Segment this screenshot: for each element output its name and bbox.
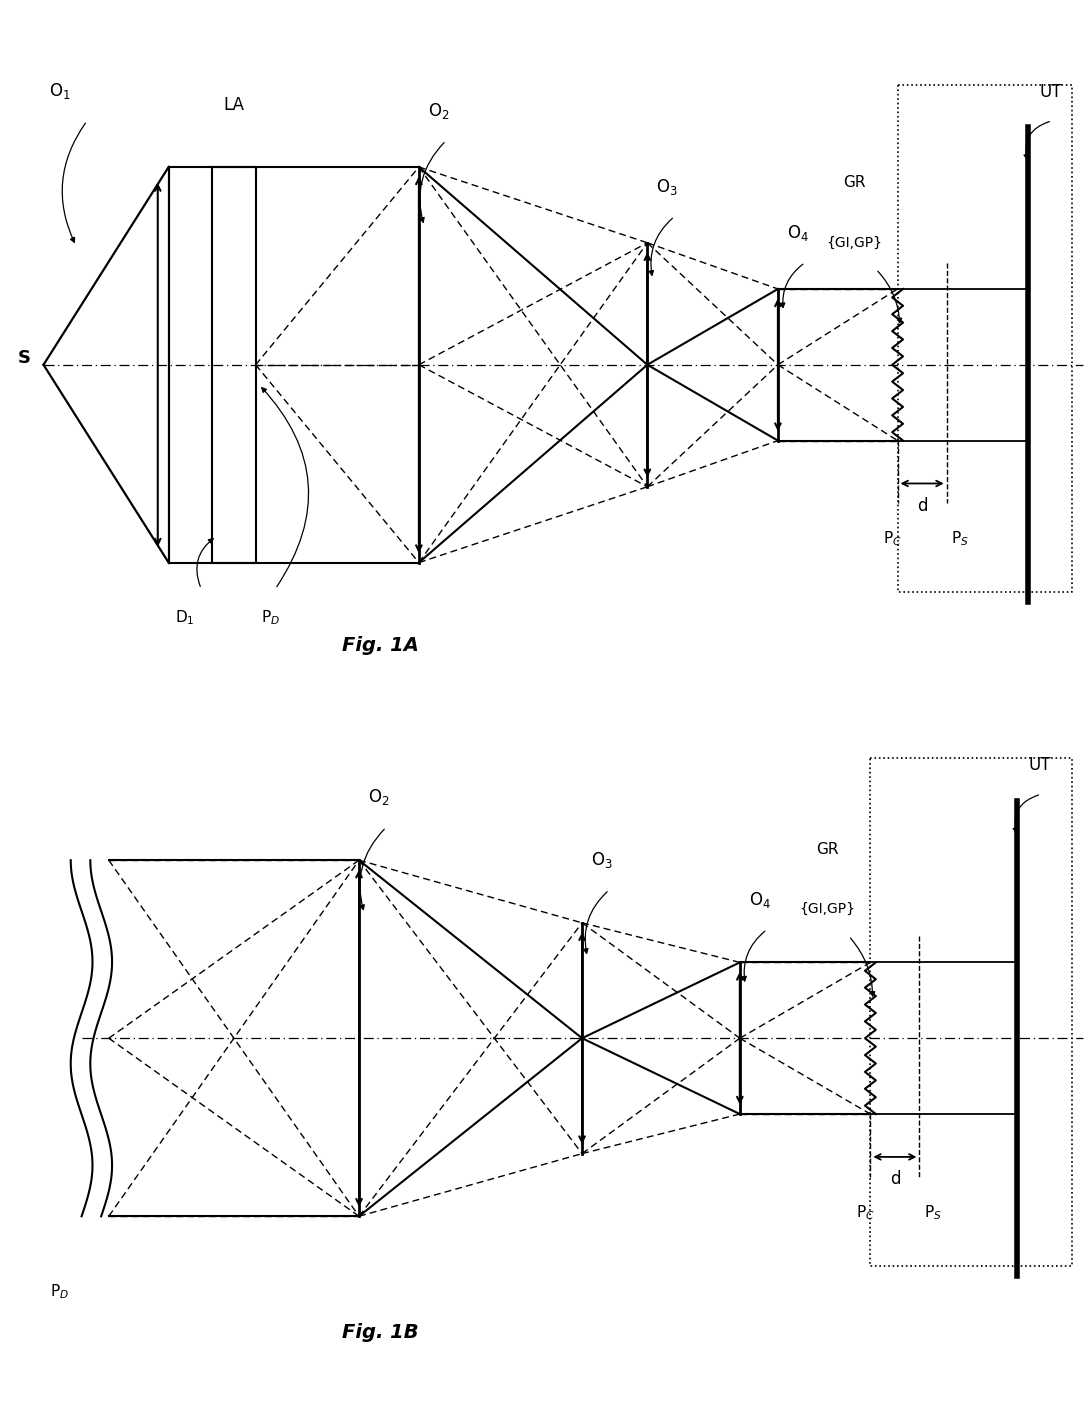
Text: P$_D$: P$_D$	[261, 609, 280, 627]
Text: {GI,GP}: {GI,GP}	[799, 902, 855, 916]
Text: S: S	[17, 349, 30, 368]
Text: d: d	[890, 1170, 900, 1188]
Text: P$_S$: P$_S$	[951, 530, 968, 549]
Text: O$_2$: O$_2$	[368, 787, 390, 808]
Text: O$_4$: O$_4$	[749, 890, 770, 909]
Text: Fig. 1A: Fig. 1A	[343, 636, 419, 655]
Text: Fig. 1B: Fig. 1B	[343, 1323, 419, 1341]
Text: P$_D$: P$_D$	[50, 1282, 70, 1301]
Text: P$_C$: P$_C$	[855, 1202, 875, 1222]
Text: O$_3$: O$_3$	[656, 177, 678, 196]
Text: O$_2$: O$_2$	[428, 101, 449, 121]
Text: P$_S$: P$_S$	[924, 1202, 941, 1222]
Text: UT: UT	[1028, 756, 1051, 774]
Text: D$_1$: D$_1$	[175, 609, 195, 627]
Text: GR: GR	[843, 175, 865, 189]
Text: {GI,GP}: {GI,GP}	[826, 236, 882, 250]
Text: GR: GR	[816, 842, 838, 857]
Text: O$_4$: O$_4$	[787, 223, 808, 243]
Text: LA: LA	[223, 97, 245, 114]
Text: UT: UT	[1039, 83, 1062, 101]
Text: O$_1$: O$_1$	[49, 81, 71, 101]
Text: d: d	[917, 497, 927, 515]
Text: P$_C$: P$_C$	[882, 530, 902, 549]
Text: O$_3$: O$_3$	[591, 850, 613, 870]
